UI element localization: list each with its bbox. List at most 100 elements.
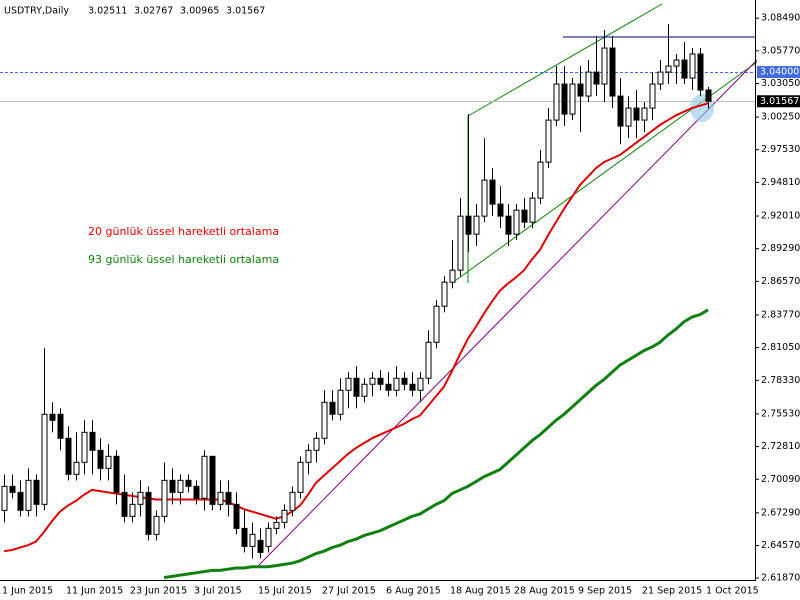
candle-body: [649, 83, 656, 109]
candle-body: [321, 401, 328, 439]
candle-body: [145, 491, 152, 535]
chart-title: USDTRY,Daily: [4, 6, 69, 17]
candle-body: [593, 71, 600, 85]
candle-body: [161, 479, 168, 517]
y-tick-label: 2.64570: [761, 540, 800, 551]
y-tick-label: 2.94810: [761, 177, 800, 188]
ohlc-low: 3.00965: [180, 6, 219, 17]
plot-area: [0, 24, 755, 580]
y-tick-label: 2.75530: [761, 408, 800, 419]
y-tick-label: 3.08490: [761, 13, 800, 24]
x-tick-label: 1 Oct 2015: [706, 586, 759, 597]
candle-body: [617, 95, 624, 127]
candle-body: [177, 479, 184, 493]
candle-body: [441, 281, 448, 307]
ohlc-open: 3.02511: [88, 6, 127, 17]
candle-body: [633, 107, 640, 121]
y-tick-label: 3.03050: [761, 78, 800, 89]
y-tick-label: 2.70090: [761, 474, 800, 485]
x-tick-label: 11 Jun 2015: [66, 586, 123, 597]
candle-body: [473, 215, 480, 235]
candle-body: [529, 197, 536, 223]
y-tick-label: 2.92010: [761, 211, 800, 222]
candle-body: [705, 89, 712, 102]
candle-body: [65, 437, 72, 475]
moving-average: [163, 308, 709, 580]
candle-body: [385, 383, 392, 391]
candle-body: [217, 491, 224, 505]
candle-body: [513, 209, 520, 235]
candle-body: [209, 455, 216, 505]
candle-body: [401, 377, 408, 385]
candle-body: [137, 491, 144, 505]
candle-body: [273, 521, 280, 529]
candle-body: [497, 203, 504, 217]
candle-body: [585, 71, 592, 97]
candle-body: [249, 533, 256, 547]
candle-body: [553, 83, 560, 121]
candle-body: [625, 107, 632, 127]
y-tick-label: 2.81050: [761, 342, 800, 353]
candle-body: [337, 389, 344, 415]
candle-body: [193, 485, 200, 499]
candle-body: [185, 479, 192, 487]
candle-body: [489, 179, 496, 205]
candle-body: [609, 47, 616, 97]
candle-body: [81, 431, 88, 463]
x-tick-label: 27 Jul 2015: [322, 586, 376, 597]
price-label: 3.01567: [760, 96, 799, 107]
candle-body: [657, 71, 664, 85]
candle-body: [665, 65, 672, 73]
candle-body: [121, 491, 128, 517]
candle-body: [449, 269, 456, 283]
candle-body: [369, 377, 376, 385]
candle-body: [377, 377, 384, 385]
candle-body: [641, 107, 648, 121]
ohlc-high: 3.02767: [134, 6, 173, 17]
candle-body: [33, 479, 40, 505]
candle-body: [153, 515, 160, 535]
candle-body: [265, 527, 272, 547]
x-tick-label: 28 Aug 2015: [514, 586, 575, 597]
candle-body: [433, 305, 440, 343]
y-tick-label: 2.86570: [761, 276, 800, 287]
y-tick-label: 2.61870: [761, 572, 800, 583]
price-label-box: [757, 66, 800, 79]
candle-body: [305, 449, 312, 463]
y-tick-label: 2.72810: [761, 441, 800, 452]
price-label: 3.04000: [760, 67, 799, 78]
candle-body: [601, 47, 608, 85]
candle-body: [361, 383, 368, 397]
x-tick-label: 18 Aug 2015: [450, 586, 511, 597]
y-tick-label: 2.67290: [761, 507, 800, 518]
candle-body: [697, 53, 704, 91]
candle-body: [409, 383, 416, 391]
candle-body: [289, 491, 296, 511]
candle-body: [689, 53, 696, 79]
candle-body: [41, 413, 48, 505]
candle-body: [393, 377, 400, 391]
candle-body: [105, 455, 112, 469]
candle-body: [569, 83, 576, 115]
legend-entry: 20 günlük üssel hareketli ortalama: [88, 225, 279, 238]
candle-body: [49, 413, 56, 421]
candle-body: [505, 215, 512, 235]
candle-body: [129, 503, 136, 517]
candle-body: [465, 215, 472, 235]
candle-body: [233, 503, 240, 529]
ohlc-close: 3.01567: [226, 6, 265, 17]
price-label-box: [757, 95, 800, 108]
trendline: [257, 59, 758, 567]
candle-body: [89, 431, 96, 451]
y-tick-label: 2.97530: [761, 144, 800, 155]
x-tick-label: 15 Jul 2015: [258, 586, 312, 597]
candle-body: [345, 377, 352, 391]
candle-body: [201, 455, 208, 499]
candle-body: [481, 179, 488, 217]
candle-body: [457, 215, 464, 271]
legend-entry: 93 günlük üssel hareketli ortalama: [88, 253, 279, 266]
candle-body: [537, 161, 544, 199]
